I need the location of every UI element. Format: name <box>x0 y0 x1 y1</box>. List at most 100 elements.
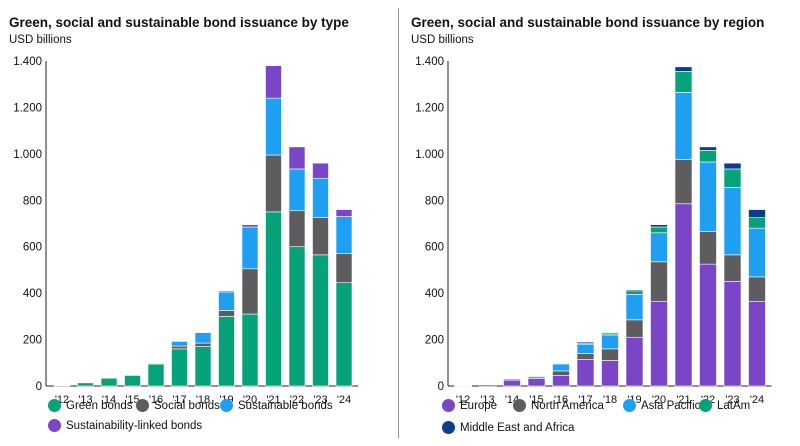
x-tick-label: '13 <box>480 394 494 406</box>
bar-segment <box>265 211 282 387</box>
bar-segment <box>527 375 546 377</box>
bar-segment <box>748 276 766 302</box>
bar-segment <box>265 97 282 156</box>
bar-segment <box>288 210 306 248</box>
bar-segment <box>576 353 595 360</box>
y-tick-label: 400 <box>23 288 42 300</box>
bar-segment <box>147 362 165 364</box>
bar-segment <box>218 291 235 311</box>
x-tick-label: '22 <box>290 394 304 406</box>
plot-area: 0 200 400 600 800 1.000 1.200 1.400 '12 '13 '14 '15… <box>415 56 772 406</box>
plot-area: 0 200 400 600 800 1.000 1.200 1.400 '12 '13 '14 '15… <box>13 56 358 406</box>
bar-stack <box>312 162 329 387</box>
x-tick-label: '18 <box>603 394 617 406</box>
bar-segment <box>576 359 595 387</box>
bar-segment <box>241 313 259 387</box>
y-tick-label: 1.200 <box>415 102 444 114</box>
x-tick-label: '14 <box>505 394 519 406</box>
bar-segment <box>576 343 595 354</box>
y-tick-label: 1.000 <box>415 149 444 161</box>
bar-segment <box>194 342 212 347</box>
x-tick-label: '23 <box>725 394 739 406</box>
bar-segment <box>335 209 353 217</box>
bar-stack <box>723 162 742 387</box>
bar-segment <box>288 246 306 387</box>
bar-segment <box>171 345 188 350</box>
bar-segment <box>147 363 165 387</box>
x-tick-label: '15 <box>125 394 139 406</box>
bar-segment <box>723 187 742 256</box>
x-tick-label: '21 <box>266 394 280 406</box>
bar-stack <box>674 66 693 387</box>
y-axis-units: USD billions <box>411 34 474 46</box>
y-tick-label: 200 <box>425 335 444 347</box>
chart-title: Green, social and sustainable bond issua… <box>9 15 349 30</box>
bar-segment <box>601 332 619 335</box>
bar-segment <box>335 216 353 254</box>
bar-segment <box>699 150 717 163</box>
bar-segment <box>312 162 329 179</box>
bar-segment <box>674 92 693 160</box>
bar-segment <box>171 341 188 347</box>
bar-segment <box>53 384 71 386</box>
y-tick-label: 800 <box>425 195 444 207</box>
y-tick-label: 0 <box>438 381 444 393</box>
bar-segment <box>124 374 141 376</box>
bar-stack <box>124 374 141 387</box>
bar-segment <box>699 161 717 232</box>
y-tick-label: 1.200 <box>13 102 42 114</box>
bar-stack <box>53 384 71 387</box>
bar-stack <box>171 341 188 387</box>
bar-segment <box>552 375 570 387</box>
bar-segment <box>748 217 766 229</box>
bar-stack <box>335 209 353 387</box>
bar-segment <box>625 289 644 292</box>
bar-segment <box>527 378 546 387</box>
x-tick-label: '21 <box>676 394 690 406</box>
chart-title: Green, social and sustainable bond issua… <box>411 15 765 30</box>
bar-segment <box>625 290 644 295</box>
y-axis-units: USD billions <box>9 34 72 46</box>
bar-stack <box>218 290 235 387</box>
x-tick-label: '18 <box>196 394 210 406</box>
bar-segment <box>335 282 353 387</box>
bar-segment <box>552 362 570 364</box>
bar-segment <box>723 254 742 282</box>
bar-segment <box>699 146 717 151</box>
bar-segment <box>265 154 282 213</box>
bar-stack <box>601 332 619 387</box>
y-tick-label: 400 <box>425 288 444 300</box>
bar-stack <box>503 377 521 387</box>
x-tick-label: '20 <box>652 394 666 406</box>
x-tick-label: '23 <box>313 394 327 406</box>
x-tick-label: '24 <box>337 394 351 406</box>
bar-segment <box>674 66 693 72</box>
y-tick-label: 600 <box>23 242 42 254</box>
y-tick-label: 1.400 <box>13 56 42 68</box>
panel-divider <box>398 8 399 438</box>
bar-segment <box>241 224 259 228</box>
bar-segment <box>601 348 619 361</box>
y-tick-label: 0 <box>36 381 42 393</box>
y-tick-label: 800 <box>23 195 42 207</box>
bar-stack <box>478 383 497 387</box>
bar-stack <box>552 362 570 387</box>
bar-segment <box>601 334 619 350</box>
bar-segment <box>650 224 668 228</box>
bar-segment <box>288 168 306 212</box>
bar-stack <box>650 224 668 387</box>
chart-by-type: Green, social and sustainable bond issua… <box>0 0 396 446</box>
bar-stack <box>288 146 306 387</box>
bar-segment <box>241 226 259 270</box>
bar-segment <box>503 379 521 387</box>
bar-segment <box>77 381 94 384</box>
bar-stack <box>748 209 766 387</box>
bar-segment <box>674 71 693 93</box>
bar-stack <box>194 332 212 387</box>
x-tick-label: '17 <box>578 394 592 406</box>
bar-stack <box>576 341 595 387</box>
bar-segment <box>241 268 259 315</box>
bar-segment <box>723 168 742 188</box>
x-tick-label: '17 <box>172 394 186 406</box>
bar-segment <box>601 360 619 387</box>
